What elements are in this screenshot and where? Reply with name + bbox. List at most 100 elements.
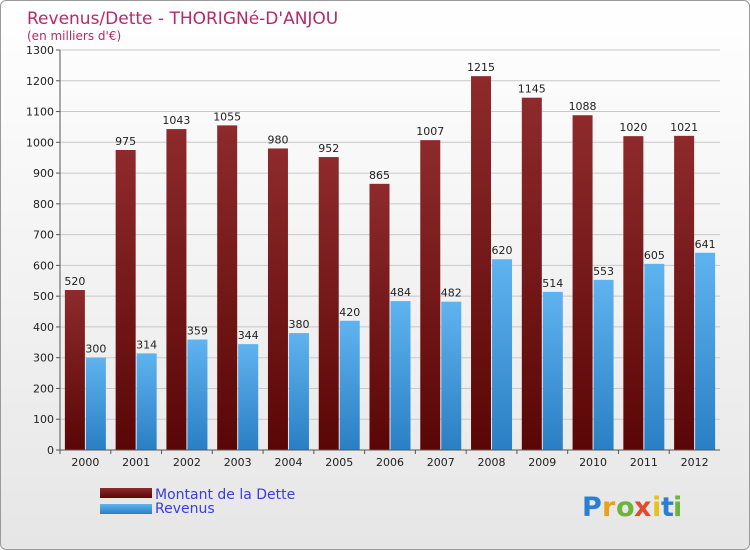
legend-label-debt: Montant de la Dette: [155, 487, 295, 503]
bar-debt-2010: [572, 115, 593, 450]
y-tick-label: 1300: [26, 44, 54, 57]
legend: Montant de la Dette Revenus: [100, 487, 295, 517]
value-label-debt-2005: 952: [318, 142, 339, 155]
bar-revenus-2001: [136, 353, 157, 450]
value-label-revenus-2007: 482: [441, 287, 462, 300]
value-labels: 520 300 975 314 1043 359 1055 344 980 380 952 420 86…: [64, 61, 715, 356]
value-label-revenus-2008: 620: [492, 244, 513, 257]
bar-debt-2005: [318, 157, 339, 451]
x-tick-label-2005: 2005: [325, 456, 353, 469]
bar-debt-2011: [623, 136, 644, 450]
value-label-revenus-2012: 641: [695, 238, 716, 251]
x-axis-ticks: 2000 2001 2002 2003 2004 2005 2006 2007 2008 2009…: [59, 450, 709, 469]
bar-revenus-2007: [441, 301, 462, 450]
logo-letter: x: [634, 492, 651, 523]
bar-revenus-2005: [339, 320, 360, 450]
legend-swatch-debt: [100, 488, 152, 498]
y-tick-label: 1200: [26, 75, 54, 88]
x-tick-label-2009: 2009: [528, 456, 556, 469]
bar-debt-2002: [166, 129, 187, 451]
value-label-debt-2000: 520: [64, 275, 85, 288]
y-tick-label: 0: [47, 444, 54, 457]
logo-letter: i: [673, 492, 682, 523]
y-tick-label: 1000: [26, 136, 54, 149]
value-label-debt-2004: 980: [267, 133, 288, 146]
bar-revenus-2002: [187, 339, 208, 450]
y-tick-label: 200: [33, 382, 54, 395]
logo-letter: r: [602, 492, 616, 523]
value-label-revenus-2010: 553: [593, 265, 614, 278]
value-label-debt-2008: 1215: [467, 61, 495, 74]
value-label-revenus-2011: 605: [644, 249, 665, 262]
y-tick-label: 1100: [26, 106, 54, 119]
y-tick-label: 700: [33, 229, 54, 242]
grid-lines: [60, 49, 720, 451]
y-tick-label: 600: [33, 259, 54, 272]
bar-debt-2001: [115, 150, 136, 450]
value-label-debt-2006: 865: [369, 169, 390, 182]
y-axis-ticks: 0 100 200 300 400 500 600 700 800 900 1000 1100 1200…: [26, 44, 60, 457]
y-tick-label: 300: [33, 352, 54, 365]
x-tick-label-2010: 2010: [579, 456, 607, 469]
bar-revenus-2000: [85, 357, 106, 450]
value-label-debt-2009: 1145: [518, 83, 546, 96]
y-tick-label: 400: [33, 321, 54, 334]
logo-letter: P: [582, 492, 602, 523]
chart-subtitle: (en milliers d'€): [27, 29, 121, 43]
value-label-revenus-2006: 484: [390, 286, 411, 299]
x-tick-label-2007: 2007: [427, 456, 455, 469]
value-label-debt-2003: 1055: [213, 110, 241, 123]
x-tick-label-2008: 2008: [478, 456, 506, 469]
y-tick-label: 900: [33, 167, 54, 180]
value-label-revenus-2003: 344: [238, 329, 259, 342]
legend-swatch-revenus: [100, 504, 152, 514]
value-label-revenus-2001: 314: [136, 338, 157, 351]
chart-title: Revenus/Dette - THORIGNé-D'ANJOU: [27, 9, 338, 29]
bar-debt-2012: [674, 135, 695, 450]
bar-debt-2009: [521, 97, 542, 450]
value-label-debt-2007: 1007: [416, 125, 444, 138]
y-tick-label: 100: [33, 413, 54, 426]
value-label-revenus-2004: 380: [288, 318, 309, 331]
x-tick-label-2001: 2001: [122, 456, 150, 469]
value-label-revenus-2002: 359: [187, 325, 208, 338]
logo-letter: o: [616, 492, 635, 523]
bar-revenus-2004: [288, 333, 309, 450]
bar-revenus-2006: [390, 301, 411, 450]
value-label-revenus-2000: 300: [85, 343, 106, 356]
value-label-debt-2002: 1043: [162, 114, 190, 127]
legend-label-revenus: Revenus: [155, 501, 215, 517]
x-tick-label-2000: 2000: [71, 456, 99, 469]
bar-revenus-2008: [492, 259, 513, 450]
x-tick-label-2012: 2012: [681, 456, 709, 469]
bar-debt-2008: [471, 76, 492, 451]
y-tick-label: 500: [33, 290, 54, 303]
x-tick-label-2006: 2006: [376, 456, 404, 469]
bar-revenus-2012: [695, 252, 716, 450]
x-tick-label-2004: 2004: [274, 456, 302, 469]
bar-revenus-2003: [238, 344, 259, 450]
bar-debt-2007: [420, 140, 441, 450]
value-label-debt-2012: 1021: [670, 121, 698, 134]
bar-revenus-2010: [593, 279, 614, 450]
bar-revenus-2009: [542, 291, 563, 450]
bar-debt-2004: [267, 148, 288, 450]
value-label-debt-2001: 975: [115, 135, 136, 148]
bar-debt-2003: [217, 125, 238, 450]
x-tick-label-2011: 2011: [630, 456, 658, 469]
value-label-debt-2010: 1088: [569, 100, 597, 113]
bar-debt-2006: [369, 183, 390, 450]
bar-revenus-2011: [644, 263, 665, 450]
y-tick-label: 800: [33, 198, 54, 211]
x-tick-label-2002: 2002: [173, 456, 201, 469]
logo-letter: t: [661, 492, 674, 523]
value-label-revenus-2009: 514: [542, 277, 563, 290]
bar-debt-2000: [64, 290, 85, 450]
bars: [64, 76, 716, 451]
value-label-revenus-2005: 420: [339, 306, 360, 319]
logo-letter: i: [652, 492, 661, 523]
value-label-debt-2011: 1020: [619, 121, 647, 134]
x-tick-label-2003: 2003: [224, 456, 252, 469]
